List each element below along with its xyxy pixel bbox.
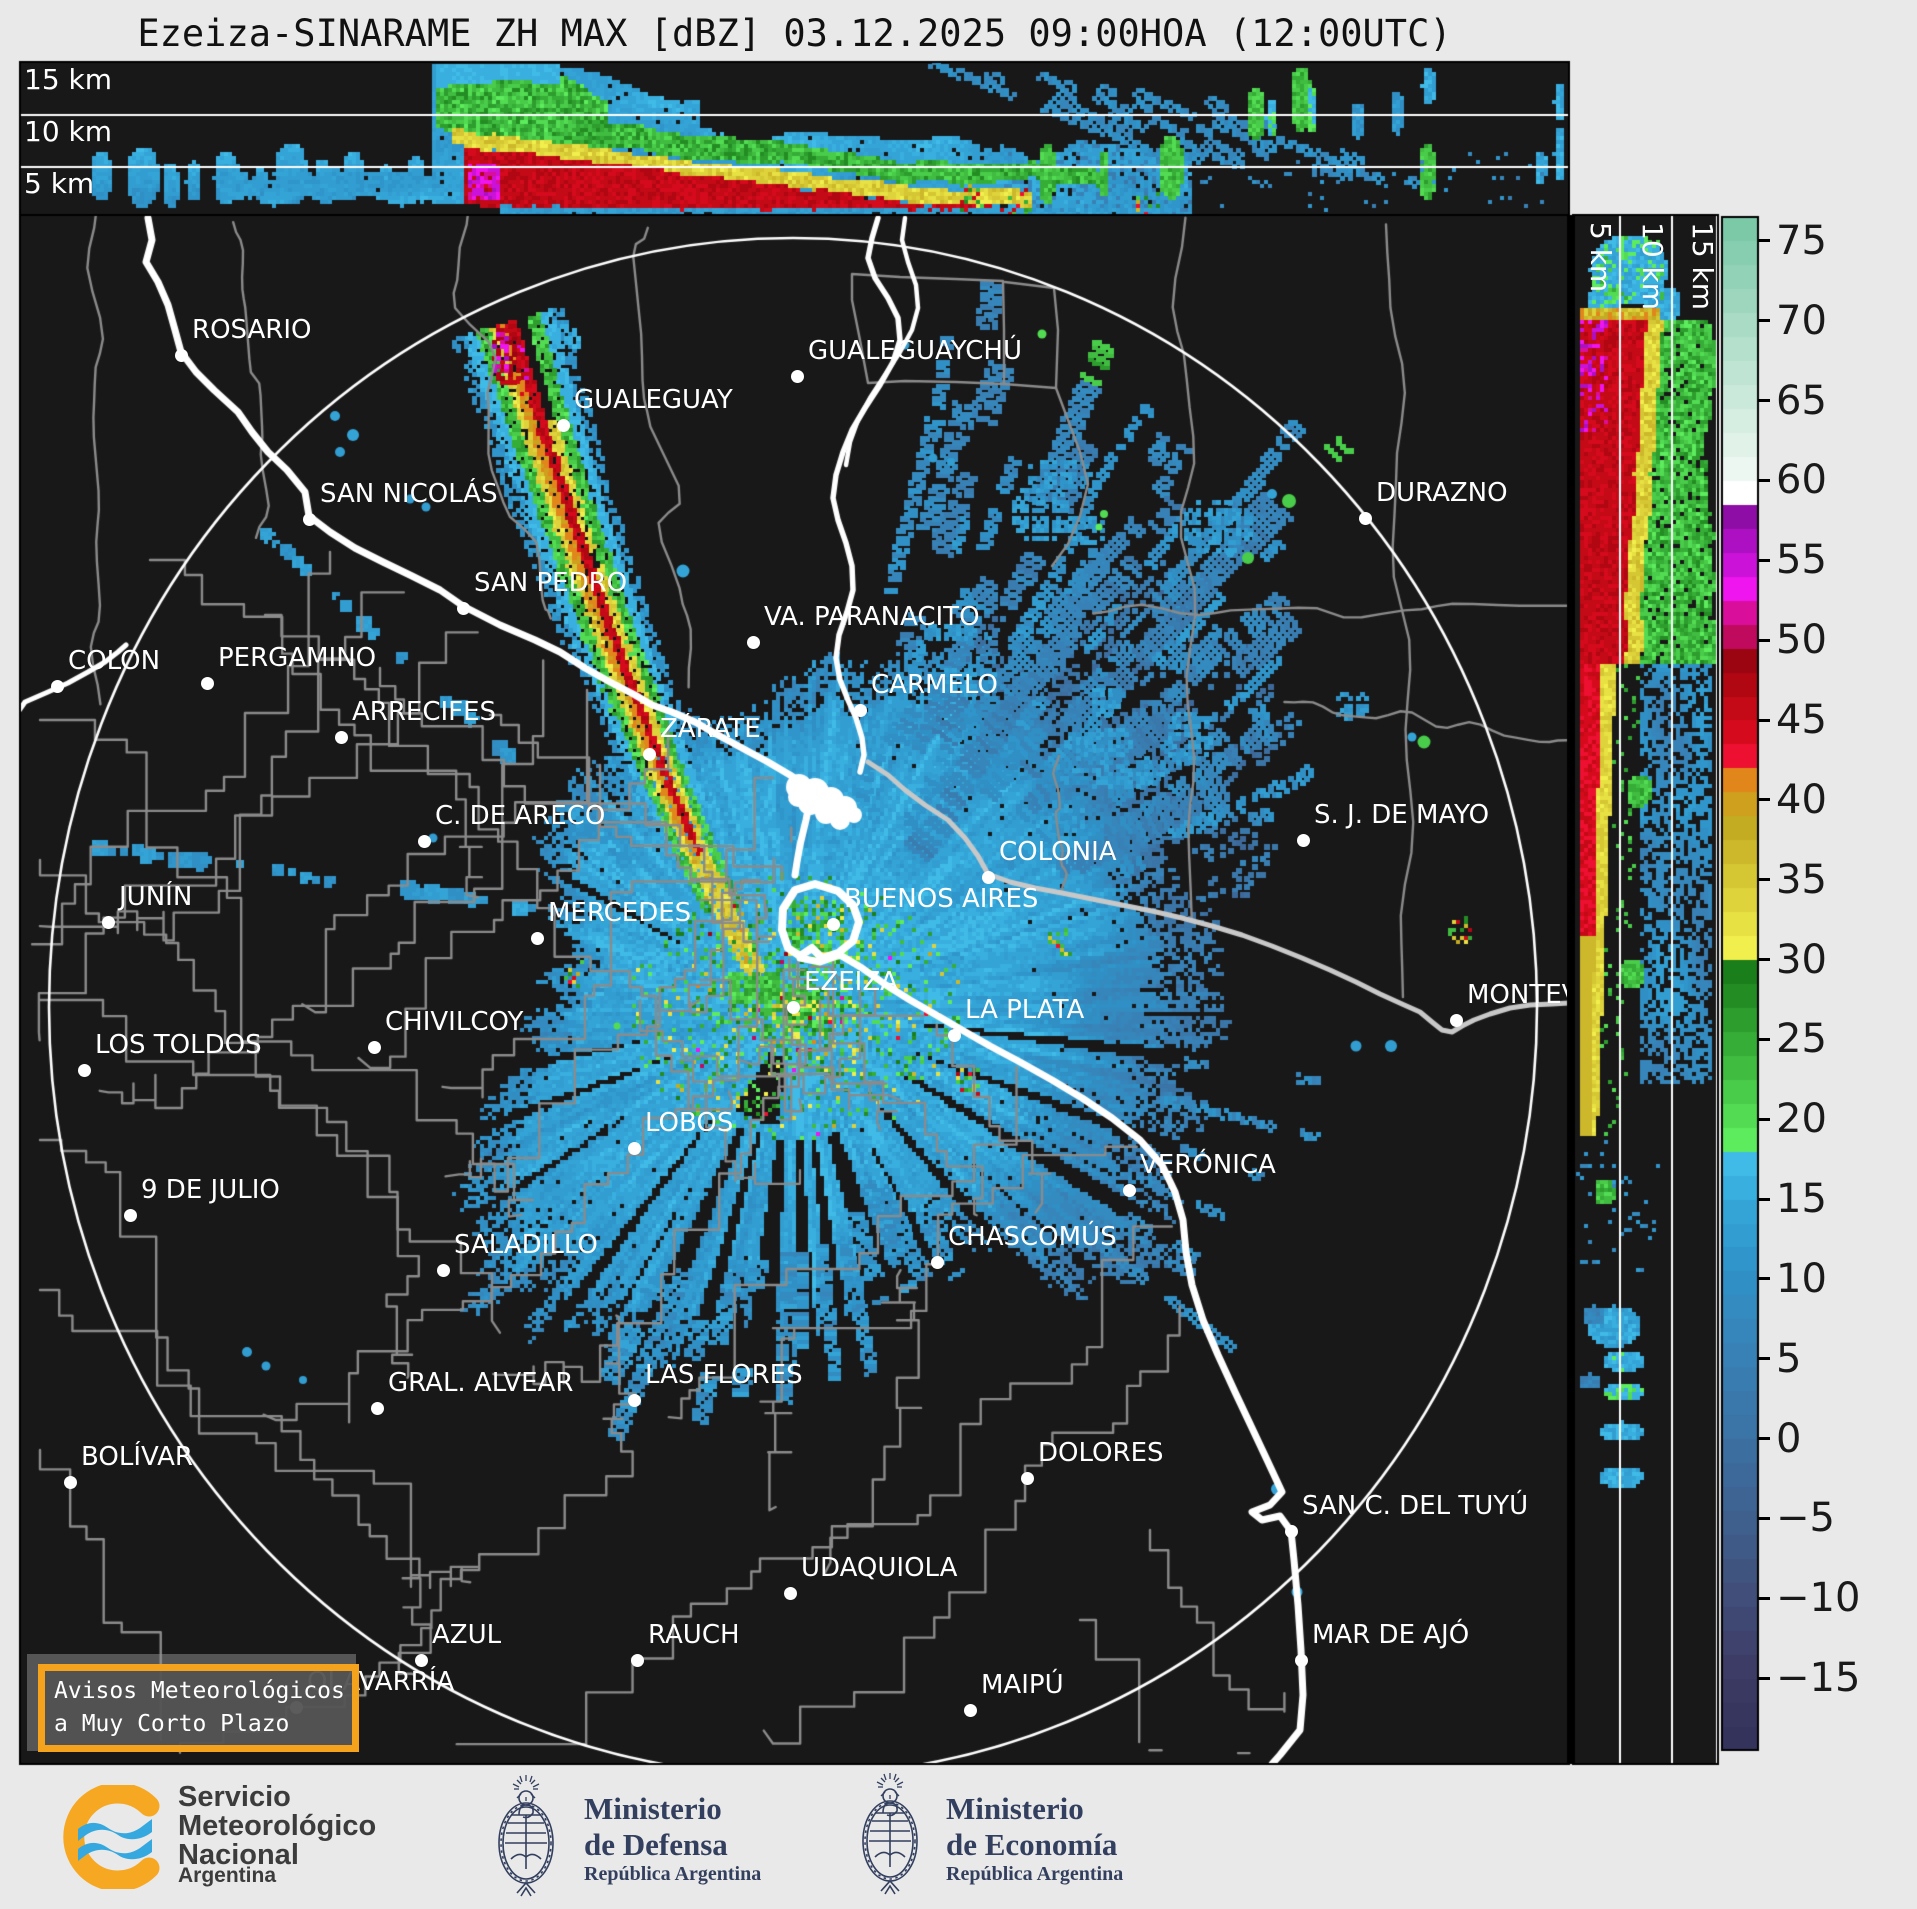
- economia-country: República Argentina: [946, 1863, 1124, 1885]
- colorbar-tick-label-75: 75: [1776, 217, 1827, 264]
- colorbar-tick--15: [1758, 1676, 1770, 1680]
- smn-logo: [63, 1785, 160, 1889]
- colorbar-tick-10: [1758, 1277, 1770, 1281]
- colorbar-tick-40: [1758, 798, 1770, 802]
- colorbar-tick-15: [1758, 1197, 1770, 1201]
- colorbar-tick-label--10: −10: [1776, 1575, 1861, 1622]
- colorbar-tick-60: [1758, 478, 1770, 482]
- colorbar-tick-label-50: 50: [1776, 617, 1827, 664]
- economia-text: Ministerio de Economía: [946, 1791, 1117, 1862]
- colorbar-tick-label-55: 55: [1776, 537, 1827, 584]
- colorbar-tick-label-60: 60: [1776, 457, 1827, 504]
- colorbar-tick-label-0: 0: [1776, 1415, 1802, 1462]
- colorbar-tick-label-40: 40: [1776, 776, 1827, 823]
- colorbar-tick-label-35: 35: [1776, 856, 1827, 903]
- defensa-seal: [498, 1775, 554, 1897]
- smn-country: Argentina: [178, 1864, 277, 1887]
- smn-logo-wave-2: [78, 1839, 152, 1861]
- colorbar-tick--10: [1758, 1596, 1770, 1600]
- colorbar-tick-45: [1758, 718, 1770, 722]
- defensa-text: Ministerio de Defensa: [584, 1791, 728, 1862]
- colorbar-tick-35: [1758, 878, 1770, 882]
- smn-logo-arc: [63, 1785, 160, 1889]
- colorbar-tick-label--5: −5: [1776, 1495, 1835, 1542]
- colorbar-tick-75: [1758, 239, 1770, 243]
- economia-line-2: de Economía: [946, 1826, 1118, 1862]
- smn-logo-wave-1: [78, 1819, 152, 1841]
- right-panel-height-label-15km: 15 km: [1686, 222, 1719, 311]
- colorbar-tick-70: [1758, 319, 1770, 323]
- seal-sun-rays: [876, 1773, 904, 1799]
- right-panel-height-label-5km: 5 km: [1584, 222, 1617, 293]
- defensa-country: República Argentina: [584, 1863, 762, 1885]
- top-panel-height-label-10km: 10 km: [24, 115, 113, 148]
- seal-sun-rays: [512, 1775, 540, 1801]
- smn-text: Servicio Meteorológico Nacional: [178, 1783, 376, 1870]
- economia-seal: [862, 1773, 918, 1895]
- colorbar-tick-label-30: 30: [1776, 936, 1827, 983]
- top-panel-height-label-15km: 15 km: [24, 63, 113, 96]
- colorbar-tick-20: [1758, 1117, 1770, 1121]
- smn-line-1: Servicio: [178, 1781, 291, 1813]
- colorbar-tick-65: [1758, 399, 1770, 403]
- colorbar-tick-label-70: 70: [1776, 297, 1827, 344]
- colorbar-tick-label-20: 20: [1776, 1096, 1827, 1143]
- colorbar-tick-label-45: 45: [1776, 697, 1827, 744]
- footer: Servicio Meteorológico Nacional Argentin…: [0, 1761, 1917, 1909]
- smn-line-2: Meteorológico: [178, 1810, 377, 1842]
- colorbar-tick-25: [1758, 1037, 1770, 1041]
- economia-line-1: Ministerio: [946, 1791, 1084, 1826]
- smn-line-3: Nacional: [178, 1839, 299, 1871]
- figure-title: Ezeiza-SINARAME ZH MAX [dBZ] 03.12.2025 …: [137, 12, 1452, 55]
- warning-overlay-box: Avisos Meteorológicos a Muy Corto Plazo: [38, 1664, 359, 1752]
- defensa-line-2: de Defensa: [584, 1826, 728, 1862]
- colorbar-tick-label-10: 10: [1776, 1255, 1827, 1302]
- right-panel-height-label-10km: 10 km: [1636, 222, 1669, 311]
- defensa-line-1: Ministerio: [584, 1791, 722, 1826]
- colorbar-tick-50: [1758, 638, 1770, 642]
- colorbar-tick-label-65: 65: [1776, 377, 1827, 424]
- colorbar-tick-label-15: 15: [1776, 1176, 1827, 1223]
- colorbar-tick-label--15: −15: [1776, 1655, 1861, 1702]
- colorbar-tick-label-5: 5: [1776, 1335, 1802, 1382]
- colorbar-tick--5: [1758, 1516, 1770, 1520]
- colorbar-tick-30: [1758, 958, 1770, 962]
- warning-line-2: a Muy Corto Plazo: [54, 1711, 290, 1738]
- top-panel-height-label-5km: 5 km: [24, 167, 95, 200]
- colorbar-tick-0: [1758, 1437, 1770, 1441]
- warning-line-1: Avisos Meteorológicos: [54, 1678, 345, 1704]
- colorbar-tick-label-25: 25: [1776, 1016, 1827, 1063]
- colorbar-tick-55: [1758, 558, 1770, 562]
- colorbar-tick-5: [1758, 1357, 1770, 1361]
